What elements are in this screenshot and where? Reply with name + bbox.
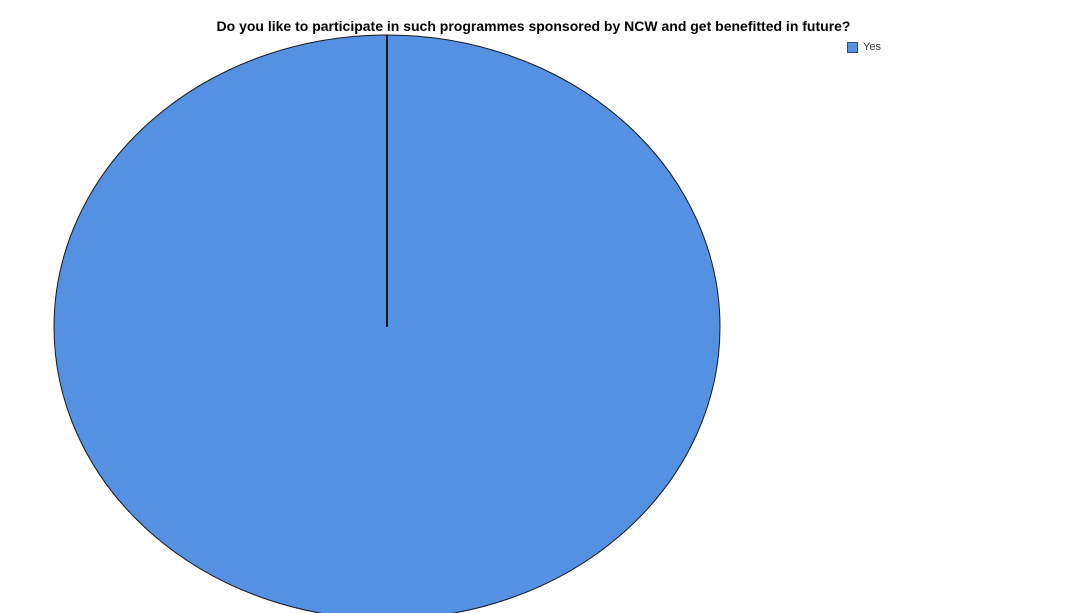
chart-title: Do you like to participate in such progr… [216, 18, 851, 34]
legend: Yes [847, 41, 881, 53]
legend-swatch-yes [847, 41, 858, 53]
legend-label-yes: Yes [863, 41, 881, 53]
